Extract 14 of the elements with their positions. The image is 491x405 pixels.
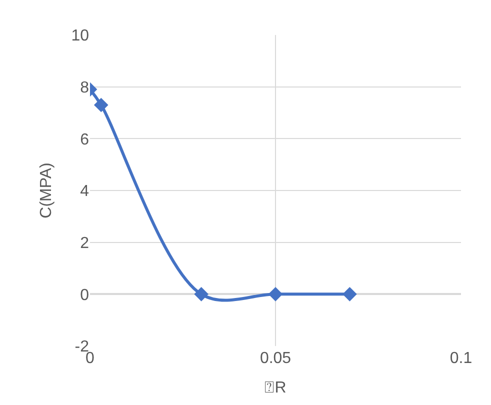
point — [94, 98, 108, 112]
y-axis-title: C(MPA) — [38, 162, 56, 218]
y-tick-label: 6 — [80, 131, 90, 148]
point — [342, 287, 357, 302]
x-axis-title: ⍰R — [264, 380, 286, 397]
y-tick-label: 0 — [80, 286, 90, 304]
x-tick-label: 0.05 — [260, 350, 292, 367]
y-tick-label: 10 — [71, 28, 90, 45]
point — [268, 287, 283, 302]
point — [194, 287, 208, 302]
y-tick-label: 4 — [80, 183, 90, 200]
y-tick-label: 2 — [80, 234, 90, 252]
x-tick-label: 0.1 — [450, 350, 472, 367]
y-tick-label: 8 — [80, 79, 90, 96]
